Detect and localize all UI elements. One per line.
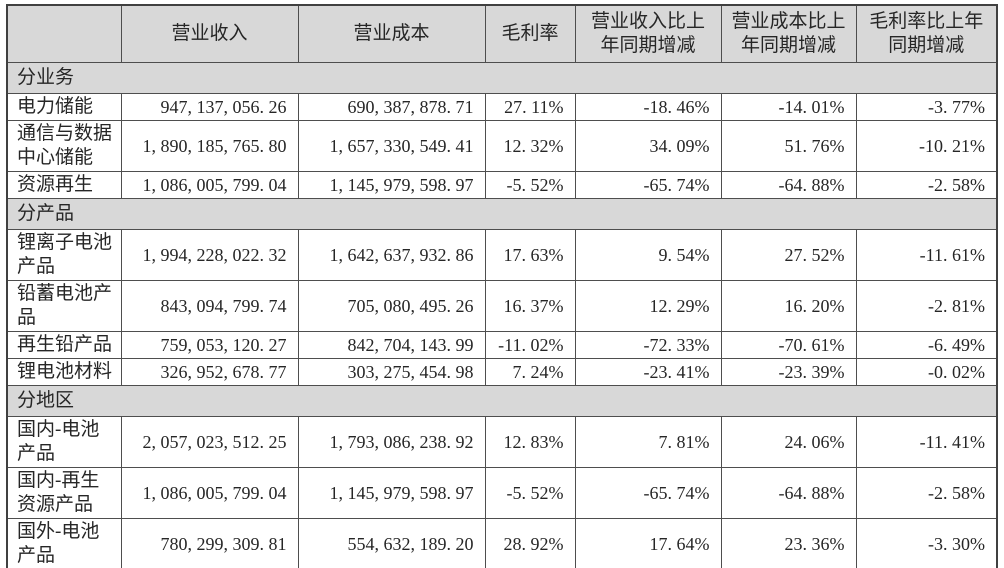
- row-label: 铅蓄电池产 品: [6, 280, 122, 332]
- cell-cost: 705, 080, 495. 26: [297, 280, 486, 332]
- cell-revenue: 1, 086, 005, 799. 04: [120, 467, 299, 519]
- header-revenue-yoy: 营业收入比上 年同期增减: [574, 4, 722, 63]
- cell-revenue-yoy: -23. 41%: [574, 358, 722, 386]
- cell-gross-margin-yoy: -2. 58%: [855, 467, 998, 519]
- row-label: 国外-电池 产品: [6, 518, 122, 568]
- header-revenue: 营业收入: [120, 4, 299, 63]
- cell-revenue: 947, 137, 056. 26: [120, 93, 299, 121]
- section-title: 分地区: [6, 385, 998, 417]
- row-label: 国内-再生 资源产品: [6, 467, 122, 519]
- cell-gross-margin-yoy: -3. 30%: [855, 518, 998, 568]
- cell-gross-margin-yoy: -0. 02%: [855, 358, 998, 386]
- section-row: 分地区: [6, 385, 998, 417]
- cell-cost-yoy: 23. 36%: [720, 518, 857, 568]
- cell-revenue: 843, 094, 799. 74: [120, 280, 299, 332]
- cell-cost-yoy: 27. 52%: [720, 229, 857, 281]
- cell-revenue: 1, 994, 228, 022. 32: [120, 229, 299, 281]
- cell-revenue: 1, 890, 185, 765. 80: [120, 120, 299, 172]
- cell-cost: 842, 704, 143. 99: [297, 331, 486, 359]
- header-cost-yoy: 营业成本比上 年同期增减: [720, 4, 857, 63]
- section-title: 分业务: [6, 62, 998, 94]
- cell-cost: 1, 793, 086, 238. 92: [297, 416, 486, 468]
- table-row: 资源再生 1, 086, 005, 799. 04 1, 145, 979, 598…: [6, 171, 998, 199]
- cell-gross-margin-yoy: -11. 41%: [855, 416, 998, 468]
- section-row: 分业务: [6, 62, 998, 94]
- table-row: 电力储能 947, 137, 056. 26 690, 387, 878. 71 27…: [6, 93, 998, 121]
- cell-cost-yoy: -70. 61%: [720, 331, 857, 359]
- cell-cost-yoy: -64. 88%: [720, 171, 857, 199]
- cell-revenue-yoy: -65. 74%: [574, 171, 722, 199]
- cell-gross-margin-yoy: -2. 81%: [855, 280, 998, 332]
- cell-revenue-yoy: -72. 33%: [574, 331, 722, 359]
- cell-gross-margin: 12. 32%: [484, 120, 576, 172]
- cell-cost: 554, 632, 189. 20: [297, 518, 486, 568]
- header-category: [6, 4, 122, 63]
- cell-cost-yoy: -64. 88%: [720, 467, 857, 519]
- cell-revenue: 2, 057, 023, 512. 25: [120, 416, 299, 468]
- table-row: 锂离子电池 产品 1, 994, 228, 022. 32 1, 642, 637,…: [6, 229, 998, 281]
- cell-revenue-yoy: 7. 81%: [574, 416, 722, 468]
- table-row: 国内-再生 资源产品 1, 086, 005, 799. 04 1, 145, 97…: [6, 467, 998, 519]
- cell-gross-margin-yoy: -2. 58%: [855, 171, 998, 199]
- cell-revenue: 1, 086, 005, 799. 04: [120, 171, 299, 199]
- section-title: 分产品: [6, 198, 998, 230]
- cell-cost-yoy: 24. 06%: [720, 416, 857, 468]
- cell-gross-margin-yoy: -6. 49%: [855, 331, 998, 359]
- cell-cost-yoy: -14. 01%: [720, 93, 857, 121]
- row-label: 资源再生: [6, 171, 122, 199]
- cell-cost-yoy: 16. 20%: [720, 280, 857, 332]
- header-row: 营业收入 营业成本 毛利率 营业收入比上 年同期增减 营业成本比上 年同期增减 …: [6, 4, 998, 63]
- cell-revenue-yoy: -65. 74%: [574, 467, 722, 519]
- cell-gross-margin: 27. 11%: [484, 93, 576, 121]
- cell-gross-margin: -5. 52%: [484, 467, 576, 519]
- cell-gross-margin: 28. 92%: [484, 518, 576, 568]
- row-label: 电力储能: [6, 93, 122, 121]
- cell-revenue: 759, 053, 120. 27: [120, 331, 299, 359]
- cell-cost: 1, 145, 979, 598. 97: [297, 171, 486, 199]
- header-cost: 营业成本: [297, 4, 486, 63]
- cell-gross-margin: 16. 37%: [484, 280, 576, 332]
- cell-cost: 303, 275, 454. 98: [297, 358, 486, 386]
- cell-gross-margin: -5. 52%: [484, 171, 576, 199]
- cell-revenue: 780, 299, 309. 81: [120, 518, 299, 568]
- cell-cost: 1, 657, 330, 549. 41: [297, 120, 486, 172]
- cell-revenue-yoy: -18. 46%: [574, 93, 722, 121]
- row-label: 锂离子电池 产品: [6, 229, 122, 281]
- table-row: 锂电池材料 326, 952, 678. 77 303, 275, 454. 98 7…: [6, 358, 998, 386]
- cell-gross-margin: 7. 24%: [484, 358, 576, 386]
- cell-revenue-yoy: 17. 64%: [574, 518, 722, 568]
- cell-gross-margin-yoy: -10. 21%: [855, 120, 998, 172]
- section-row: 分产品: [6, 198, 998, 230]
- cell-revenue: 326, 952, 678. 77: [120, 358, 299, 386]
- cell-gross-margin-yoy: -11. 61%: [855, 229, 998, 281]
- cell-gross-margin: 12. 83%: [484, 416, 576, 468]
- cell-gross-margin-yoy: -3. 77%: [855, 93, 998, 121]
- cell-cost-yoy: 51. 76%: [720, 120, 857, 172]
- table-row: 铅蓄电池产 品 843, 094, 799. 74 705, 080, 495. 2…: [6, 280, 998, 332]
- cell-gross-margin: -11. 02%: [484, 331, 576, 359]
- cell-revenue-yoy: 34. 09%: [574, 120, 722, 172]
- table-row: 通信与数据 中心储能 1, 890, 185, 765. 80 1, 657, 33…: [6, 120, 998, 172]
- row-label: 国内-电池 产品: [6, 416, 122, 468]
- row-label: 通信与数据 中心储能: [6, 120, 122, 172]
- cell-cost: 1, 642, 637, 932. 86: [297, 229, 486, 281]
- table-row: 国外-电池 产品 780, 299, 309. 81 554, 632, 189. …: [6, 518, 998, 568]
- cell-gross-margin: 17. 63%: [484, 229, 576, 281]
- table-body: 分业务 电力储能 947, 137, 056. 26 690, 387, 878. 7…: [6, 62, 998, 568]
- row-label: 锂电池材料: [6, 358, 122, 386]
- cell-revenue-yoy: 12. 29%: [574, 280, 722, 332]
- cell-revenue-yoy: 9. 54%: [574, 229, 722, 281]
- cell-cost-yoy: -23. 39%: [720, 358, 857, 386]
- table-row: 再生铅产品 759, 053, 120. 27 842, 704, 143. 99-…: [6, 331, 998, 359]
- header-gross-margin: 毛利率: [484, 4, 576, 63]
- cell-cost: 690, 387, 878. 71: [297, 93, 486, 121]
- table-row: 国内-电池 产品 2, 057, 023, 512. 25 1, 793, 086,…: [6, 416, 998, 468]
- cell-cost: 1, 145, 979, 598. 97: [297, 467, 486, 519]
- header-gross-margin-yoy: 毛利率比上年 同期增减: [855, 4, 998, 63]
- financial-breakdown-table: 营业收入 营业成本 毛利率 营业收入比上 年同期增减 营业成本比上 年同期增减 …: [6, 4, 998, 568]
- row-label: 再生铅产品: [6, 331, 122, 359]
